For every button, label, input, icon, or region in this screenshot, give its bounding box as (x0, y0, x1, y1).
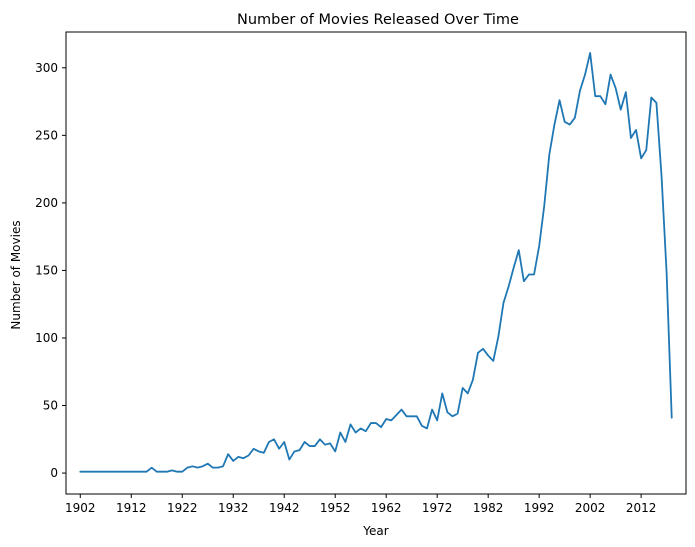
plot-area (65, 31, 687, 495)
y-tick-label: 150 (35, 263, 58, 277)
y-axis: 0 50 100 150 200 250 300 (35, 61, 66, 480)
x-tick-label: 1942 (269, 501, 300, 515)
x-tick-label: 1962 (371, 501, 402, 515)
chart-title: Number of Movies Released Over Time (237, 12, 519, 28)
x-tick-label: 1922 (167, 501, 198, 515)
y-tick-label: 100 (35, 331, 58, 345)
x-tick-label: 1992 (524, 501, 555, 515)
x-tick-label: 1972 (422, 501, 453, 515)
x-axis-label: Year (362, 524, 388, 538)
x-tick-label: 1982 (473, 501, 504, 515)
x-tick-label: 2012 (626, 501, 657, 515)
y-tick-label: 50 (43, 399, 58, 413)
x-axis: 1902 1912 1922 1932 1942 1952 1962 1972 1982 1992… (65, 494, 656, 515)
x-tick-label: 1902 (65, 501, 96, 515)
y-axis-label: Number of Movies (9, 220, 23, 329)
plot-frame (65, 31, 687, 495)
x-tick-label: 1912 (116, 501, 147, 515)
x-tick-label: 2002 (575, 501, 606, 515)
x-tick-label: 1952 (320, 501, 351, 515)
y-tick-label: 300 (35, 61, 58, 75)
series-line (79, 52, 673, 473)
x-tick-label: 1932 (218, 501, 249, 515)
y-tick-label: 250 (35, 128, 58, 142)
y-tick-label: 0 (50, 466, 58, 480)
y-tick-label: 200 (35, 196, 58, 210)
